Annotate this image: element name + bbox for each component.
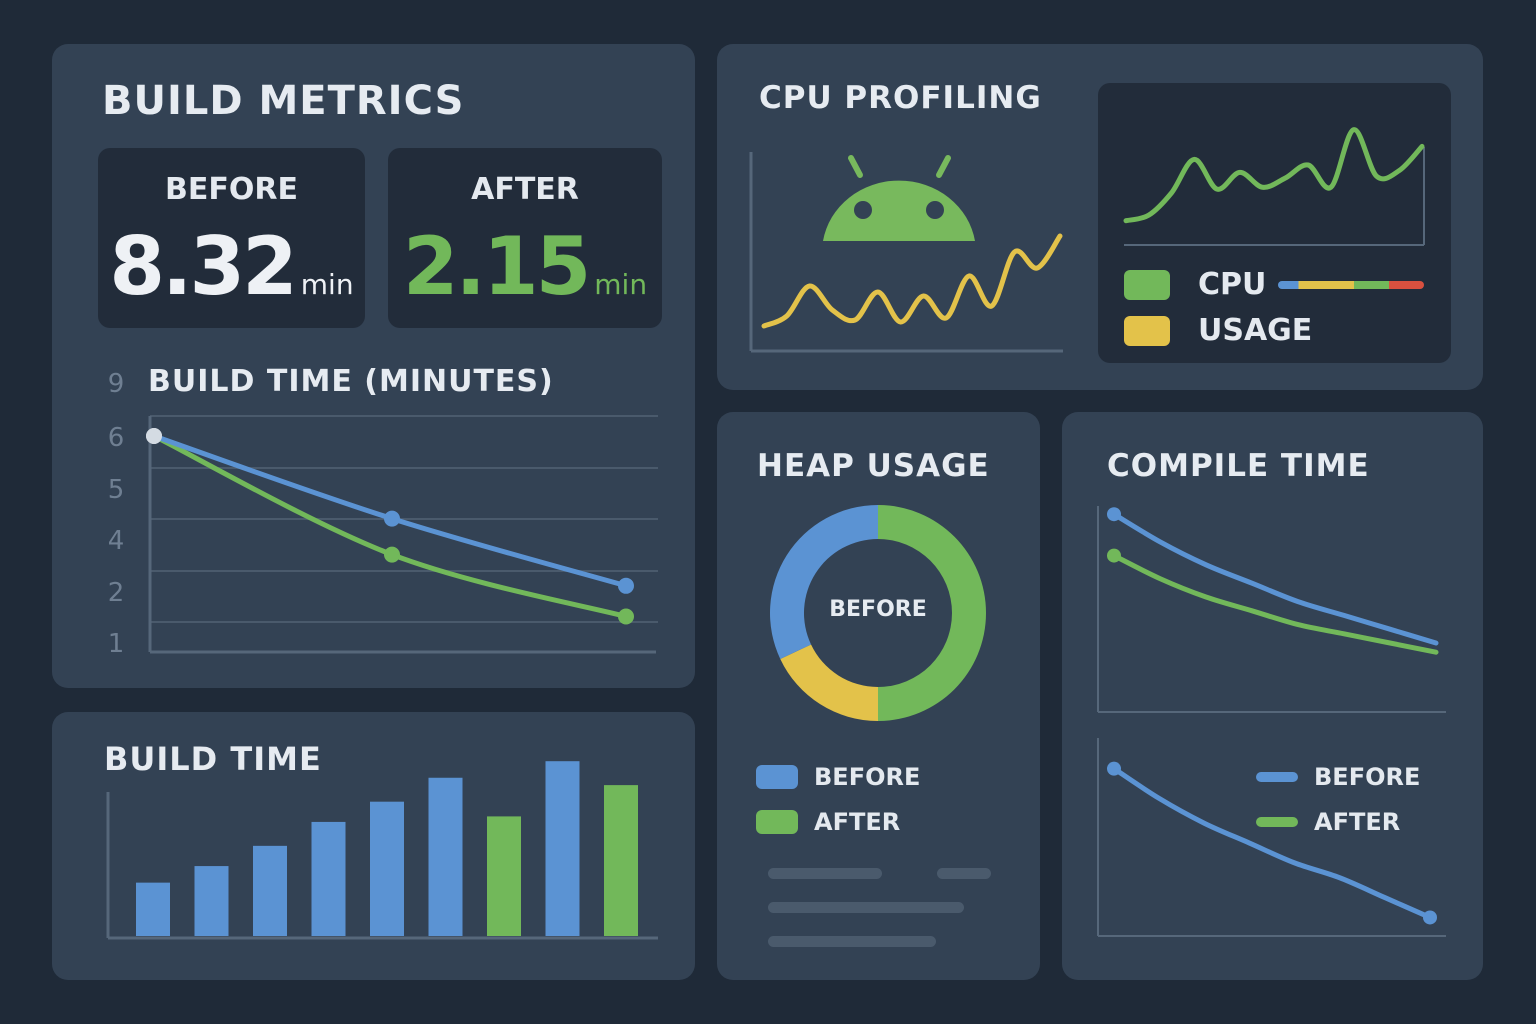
compile-time-panel: COMPILE TIME BEFORE AFTER (1062, 412, 1483, 980)
cpu-line (1123, 127, 1425, 224)
legend-item-after[interactable]: AFTER (1256, 808, 1400, 836)
heap-usage-panel: HEAP USAGE BEFORE BEFORE AFTER (717, 412, 1040, 980)
data-point (618, 577, 634, 594)
build-time-bar-chart (106, 761, 658, 940)
bar (253, 845, 287, 936)
bar (428, 777, 463, 936)
before-legend-label: BEFORE (814, 763, 921, 791)
cpu-swatch (1124, 269, 1170, 300)
before-stat-number: 8.32 (109, 220, 297, 313)
before-stat-unit: min (300, 268, 354, 301)
bar (136, 882, 170, 936)
android-icon (823, 155, 975, 241)
bar (487, 816, 521, 936)
compile-time-chart (1097, 506, 1446, 937)
build-time-line-chart: 9 6 5 4 2 1 (108, 369, 658, 659)
data-point (384, 510, 400, 527)
series-line (1111, 553, 1439, 655)
after-stat-value: 2.15 min (388, 220, 662, 313)
placeholder-text-line (768, 868, 882, 879)
build-metrics-panel: BUILD METRICS BEFORE 8.32 min AFTER 2.15 m… (52, 44, 695, 688)
usage-legend-label: USAGE (1198, 313, 1313, 348)
before-stat-card[interactable]: BEFORE 8.32 min (98, 148, 365, 328)
placeholder-text-line (768, 902, 964, 913)
donut-center-label: BEFORE (829, 597, 927, 622)
compile-after-legend-label: AFTER (1314, 808, 1401, 836)
cpu-legend-card: CPU USAGE (1098, 83, 1451, 363)
legend-item-after[interactable]: AFTER (756, 808, 900, 836)
bar (545, 761, 580, 936)
cpu-line-chart (1123, 127, 1425, 246)
cpu-profiling-panel: CPU PROFILING CPU USAGE (717, 44, 1483, 390)
build-time-title: BUILD TIME (104, 740, 322, 778)
donut-slice (878, 505, 986, 721)
legend-item-usage[interactable]: USAGE (1124, 313, 1312, 348)
after-swatch (756, 810, 798, 834)
build-metrics-title: BUILD METRICS (102, 78, 465, 124)
data-point (384, 546, 400, 563)
donut-slice (780, 644, 878, 721)
before-stat-value: 8.32 min (98, 220, 365, 313)
after-line-swatch (1256, 817, 1298, 827)
bar (604, 785, 638, 936)
data-point (1107, 507, 1121, 522)
cpu-usage-gradient-bar (1278, 280, 1425, 289)
legend-item-cpu[interactable]: CPU (1124, 267, 1425, 302)
y-tick-label: 9 (108, 369, 125, 399)
data-point (1423, 910, 1437, 925)
series-line (1111, 511, 1439, 646)
compile-time-title: COMPILE TIME (1107, 448, 1370, 484)
y-tick-label: 6 (108, 423, 125, 453)
data-point (146, 428, 162, 444)
before-stat-label: BEFORE (165, 172, 298, 207)
y-tick-label: 2 (108, 578, 125, 608)
y-tick-label: 5 (108, 475, 125, 505)
legend-item-before[interactable]: BEFORE (1256, 763, 1420, 791)
after-stat-card[interactable]: AFTER 2.15 min (388, 148, 662, 328)
build-time-minutes-title: BUILD TIME (MINUTES) (148, 364, 554, 399)
placeholder-text-line (768, 936, 936, 947)
heap-usage-donut-chart (770, 505, 986, 721)
data-point (1107, 761, 1121, 776)
bar (370, 801, 404, 936)
after-stat-unit: min (594, 268, 648, 301)
bar (311, 821, 346, 936)
after-legend-label: AFTER (814, 808, 901, 836)
usage-line (761, 233, 1063, 329)
data-point (1107, 548, 1121, 563)
before-line-swatch (1256, 772, 1298, 782)
build-time-panel: BUILD TIME (52, 712, 695, 980)
after-stat-number: 2.15 (402, 220, 591, 313)
before-swatch (756, 765, 798, 789)
series-line (1111, 766, 1433, 920)
usage-swatch (1124, 315, 1170, 346)
cpu-legend-label: CPU (1198, 267, 1267, 302)
compile-before-legend-label: BEFORE (1314, 763, 1421, 791)
y-tick-label: 4 (108, 526, 125, 556)
cpu-profiling-title: CPU PROFILING (759, 80, 1042, 116)
placeholder-text-line (937, 868, 991, 879)
bar (194, 866, 229, 936)
y-tick-label: 1 (108, 629, 125, 659)
data-point (618, 608, 634, 625)
legend-item-before[interactable]: BEFORE (756, 763, 920, 791)
cpu-usage-chart (749, 152, 1063, 353)
after-stat-label: AFTER (471, 172, 579, 207)
donut-slice (770, 505, 878, 659)
heap-usage-title: HEAP USAGE (757, 448, 990, 484)
